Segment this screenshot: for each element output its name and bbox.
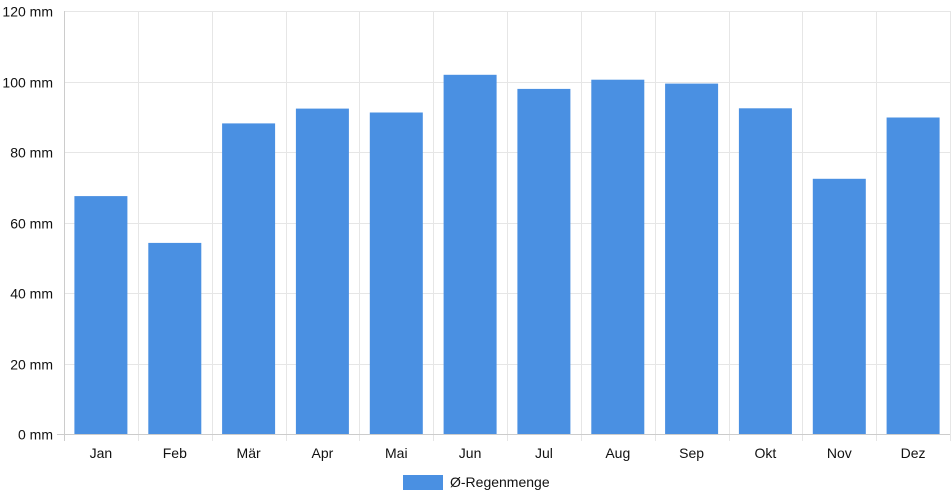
bar-mär[interactable] — [222, 123, 276, 435]
y-tick-label: 60 mm — [10, 216, 53, 232]
x-tick-label: Feb — [163, 445, 187, 461]
legend[interactable]: Ø-Regenmenge — [403, 474, 550, 490]
x-tick-label: Apr — [312, 445, 334, 461]
y-tick-label: 40 mm — [10, 286, 53, 302]
x-tick-label: Mai — [385, 445, 408, 461]
legend-label[interactable]: Ø-Regenmenge — [450, 474, 550, 490]
x-tick-label: Jun — [459, 445, 482, 461]
bar-jun[interactable] — [443, 74, 497, 435]
y-tick-label: 20 mm — [10, 357, 53, 373]
bar-jan[interactable] — [74, 196, 128, 434]
x-tick-label: Nov — [827, 445, 852, 461]
x-tick-label: Sep — [679, 445, 704, 461]
y-tick-label: 120 mm — [2, 4, 53, 20]
x-axis-labels: Jan Feb Mär Apr Mai Jun Jul Aug Sep Okt Nov Dez — [90, 445, 926, 461]
x-tick-label: Aug — [605, 445, 630, 461]
bar-feb[interactable] — [148, 242, 202, 434]
bar-aug[interactable] — [591, 79, 645, 434]
bar-dez[interactable] — [886, 117, 940, 435]
y-tick-label: 0 mm — [18, 427, 53, 443]
x-tick-label: Jan — [90, 445, 113, 461]
bar-mai[interactable] — [369, 112, 423, 435]
bar-apr[interactable] — [295, 108, 349, 434]
x-tick-label: Mär — [237, 445, 261, 461]
grid-lines — [64, 11, 951, 441]
y-tick-label: 100 mm — [2, 75, 53, 91]
axes — [57, 11, 950, 441]
bar-jul[interactable] — [517, 88, 571, 435]
bars — [74, 74, 940, 435]
bar-nov[interactable] — [812, 178, 866, 434]
y-axis-labels: 0 mm 20 mm 40 mm 60 mm 80 mm 100 mm 120 mm — [2, 4, 53, 443]
bar-okt[interactable] — [738, 108, 792, 435]
x-tick-label: Dez — [901, 445, 926, 461]
bar-sep[interactable] — [665, 83, 719, 434]
x-tick-label: Okt — [755, 445, 777, 461]
y-tick-label: 80 mm — [10, 145, 53, 161]
legend-swatch[interactable] — [403, 475, 443, 490]
x-tick-label: Jul — [535, 445, 553, 461]
